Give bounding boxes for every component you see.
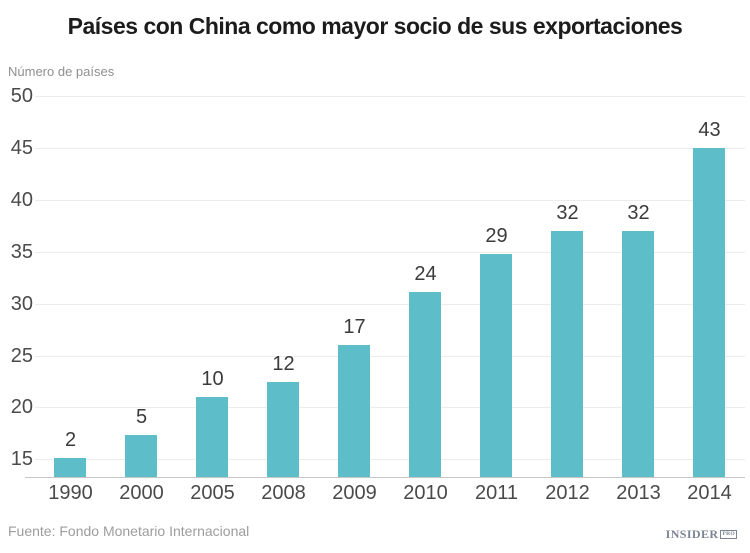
gridline [35,96,745,97]
bar-value-label: 12 [272,353,295,375]
bar-value-label: 43 [698,119,721,141]
chart-title: Países con China como mayor socio de sus… [67,13,683,39]
bar-slot: 43 [674,96,745,477]
y-tick-label: 35 [10,241,33,263]
bar-slot: 17 [319,96,390,477]
gridline [35,252,745,253]
gridline [35,459,745,460]
y-tick-label: 50 [10,85,33,107]
bar-value-label: 17 [343,316,366,338]
gridline [35,407,745,408]
x-tick-label: 2005 [190,482,235,504]
bar-value-label: 29 [485,225,508,247]
logo-pro-badge: PRO [720,530,737,539]
gridline [35,304,745,305]
y-tick-label: 25 [10,345,33,367]
logo-wordmark: INSIDER [665,527,719,541]
plot-area: 2 5 10 12 17 24 29 32 32 43 [35,96,745,477]
x-tick-label: 2008 [261,482,306,504]
bar-value-label: 10 [201,368,224,390]
bar-slot: 5 [106,96,177,477]
insider-pro-logo: INSIDER PRO [666,527,737,542]
bar-slot: 24 [390,96,461,477]
x-tick-label: 2011 [474,482,518,504]
bar-2000 [125,435,157,477]
bar-slot: 12 [248,96,319,477]
bar-value-label: 5 [135,406,148,428]
gridline [35,200,745,201]
bar-2005 [196,397,228,477]
bar-slot: 29 [461,96,532,477]
bar-2008 [267,382,299,477]
bar-2009 [338,345,370,477]
source-note: Fuente: Fondo Monetario Internacional [8,523,250,539]
bar-1990 [54,458,86,477]
x-axis-line [25,477,745,478]
bar-slot: 32 [603,96,674,477]
y-tick-label: 15 [10,448,33,470]
gridline [35,356,745,357]
bar-2013 [622,231,654,477]
bar-slot: 32 [532,96,603,477]
y-tick-label: 45 [10,137,33,159]
bar-2014 [693,148,725,477]
y-tick-label: 40 [10,189,33,211]
bar-2010 [409,292,441,477]
y-tick-label: 30 [10,293,33,315]
x-tick-label: 2010 [403,482,448,504]
x-tick-label: 2014 [687,482,732,504]
x-tick-label: 2009 [332,482,377,504]
gridline [35,148,745,149]
bar-value-label: 24 [414,263,437,285]
bar-slot: 10 [177,96,248,477]
x-tick-label: 2012 [545,482,590,504]
y-tick-label: 20 [10,396,33,418]
x-tick-label: 2000 [119,482,164,504]
bar-2011 [480,254,512,477]
x-tick-label: 1990 [48,482,93,504]
bar-value-label: 32 [556,202,579,224]
bar-slot: 2 [35,96,106,477]
bar-value-label: 2 [64,429,77,451]
bar-value-label: 32 [627,202,650,224]
x-tick-label: 2013 [616,482,661,504]
y-axis-title: Número de países [8,64,115,79]
bar-2012 [551,231,583,477]
